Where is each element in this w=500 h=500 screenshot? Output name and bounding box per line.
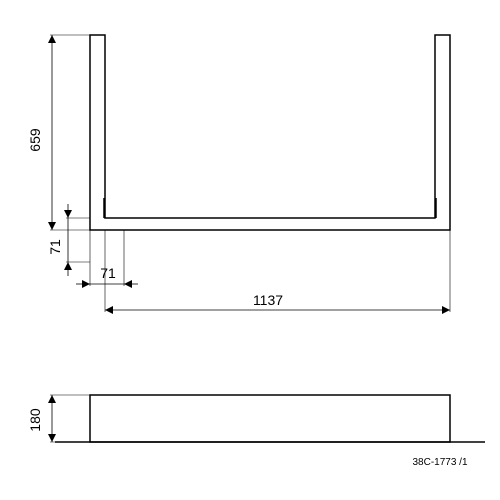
dim-w_71: 71 [76, 230, 138, 288]
drawing-id: 38C-1773 /1 [412, 457, 467, 468]
dim-h_71: 71 [47, 204, 90, 276]
dim-h_top: 659 [27, 35, 90, 230]
dim-value: 71 [47, 239, 63, 255]
dim-value: 659 [27, 128, 43, 152]
dim-value: 71 [100, 265, 116, 281]
dim-w_1137: 1137 [105, 230, 450, 314]
dim-value: 1137 [253, 292, 283, 308]
top-view-outline [90, 35, 450, 230]
dim-h_side: 180 [27, 395, 90, 442]
dim-value: 180 [27, 408, 43, 432]
side-view-outline [90, 395, 450, 442]
